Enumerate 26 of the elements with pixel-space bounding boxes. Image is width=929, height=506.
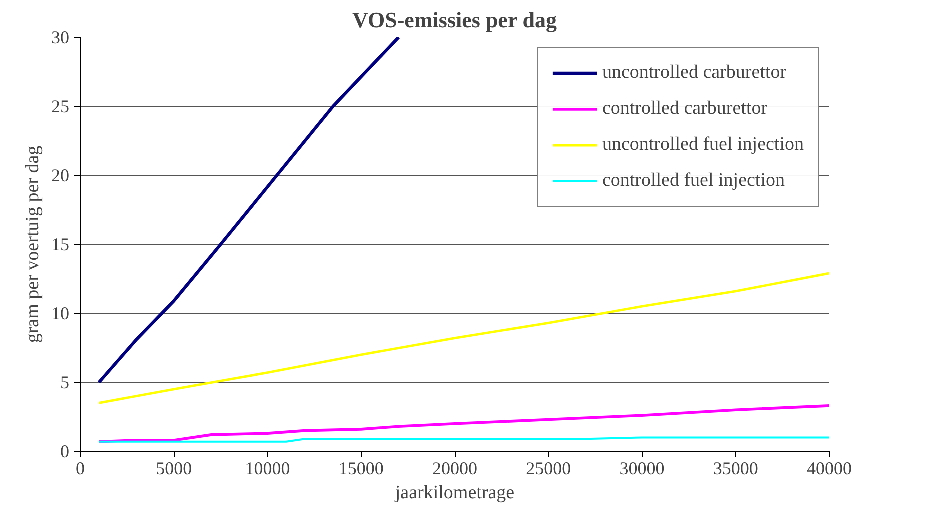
x-tick-label: 5000 <box>156 458 192 478</box>
line-series <box>98 404 830 444</box>
y-tick-label: 25 <box>52 96 70 116</box>
chart-title: VOS-emissies per dag <box>352 8 558 32</box>
legend-label: controlled carburettor <box>602 98 768 120</box>
x-tick-label: 10000 <box>245 458 290 478</box>
y-tick-label: 20 <box>52 166 70 186</box>
x-tick-label: 35000 <box>713 458 758 478</box>
y-tick-label: 5 <box>60 372 70 392</box>
y-axis-title: gram per voertuig per dag <box>22 145 44 344</box>
legend-label: controlled fuel injection <box>602 170 785 192</box>
x-tick-label: 20000 <box>432 458 478 478</box>
line-series <box>98 272 830 404</box>
x-axis-title: jaarkilometrage <box>394 482 515 504</box>
legend-label: uncontrolled fuel injection <box>602 134 804 156</box>
y-tick-label: 10 <box>52 304 70 324</box>
x-tick-label: 25000 <box>526 458 572 478</box>
legend-label: uncontrolled carburettor <box>602 62 787 84</box>
line-series <box>98 38 400 384</box>
x-tick-label: 30000 <box>620 458 665 478</box>
x-tick-label: 40000 <box>807 458 852 478</box>
y-tick-label: 30 <box>52 28 70 48</box>
x-tick-label: 15000 <box>338 458 384 478</box>
y-tick-label: 15 <box>52 234 70 254</box>
y-tick-label: 0 <box>60 442 70 462</box>
x-tick-label: 0 <box>76 458 85 478</box>
